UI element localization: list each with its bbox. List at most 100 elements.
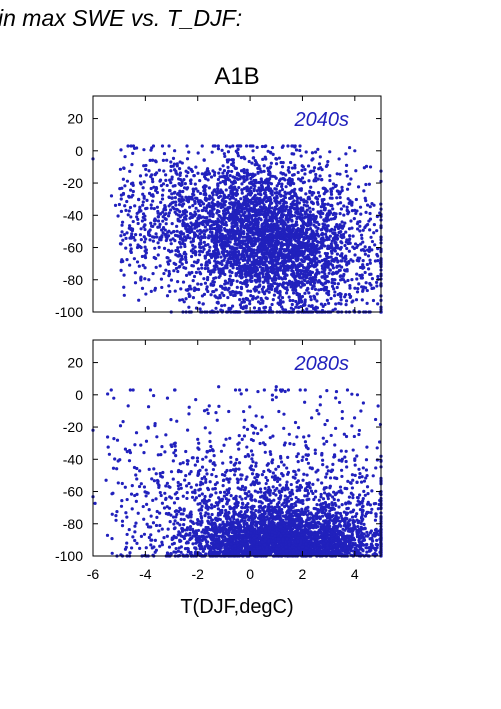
scatter-point bbox=[263, 155, 267, 159]
scatter-point bbox=[254, 238, 259, 242]
scatter-point bbox=[237, 447, 241, 451]
scatter-point bbox=[259, 193, 263, 197]
scatter-point bbox=[252, 243, 256, 247]
scatter-point bbox=[315, 249, 319, 253]
scatter-point bbox=[345, 267, 349, 272]
scatter-point bbox=[107, 452, 111, 456]
scatter-point bbox=[174, 200, 178, 204]
scatter-point bbox=[229, 494, 233, 498]
scatter-point bbox=[169, 238, 173, 242]
scatter-point bbox=[329, 249, 334, 253]
scatter-point bbox=[145, 206, 149, 210]
scatter-point bbox=[312, 169, 316, 173]
scatter-point bbox=[196, 287, 201, 292]
scatter-point bbox=[208, 214, 212, 218]
scatter-point bbox=[316, 147, 320, 151]
scatter-point bbox=[328, 234, 332, 238]
scatter-point bbox=[207, 258, 211, 263]
scatter-point bbox=[353, 253, 357, 257]
scatter-point bbox=[185, 462, 190, 466]
scatter-point bbox=[277, 192, 281, 196]
scatter-point bbox=[154, 232, 158, 236]
scatter-point bbox=[296, 235, 300, 239]
scatter-point bbox=[239, 217, 243, 221]
scatter-point bbox=[332, 238, 336, 242]
scatter-point bbox=[212, 252, 216, 256]
scatter-point bbox=[180, 262, 184, 266]
scatter-point bbox=[306, 257, 310, 261]
scatter-point bbox=[299, 218, 303, 222]
scatter-point bbox=[167, 284, 171, 288]
scatter-point bbox=[209, 204, 213, 208]
scatter-point bbox=[213, 233, 218, 238]
scatter-point bbox=[255, 196, 259, 200]
scatter-point bbox=[326, 236, 330, 240]
scatter-point bbox=[269, 266, 273, 270]
scatter-point bbox=[244, 222, 249, 227]
scatter-point bbox=[214, 288, 218, 292]
scatter-point bbox=[166, 214, 171, 218]
scatter-point bbox=[315, 229, 319, 233]
scatter-point bbox=[142, 164, 146, 168]
scatter-point bbox=[268, 287, 272, 291]
scatter-point bbox=[239, 305, 243, 310]
scatter-point bbox=[350, 424, 354, 428]
scatter-point bbox=[191, 296, 196, 300]
scatter-point bbox=[287, 165, 291, 170]
scatter-point bbox=[282, 281, 286, 285]
scatter-point bbox=[170, 222, 174, 226]
scatter-point bbox=[231, 219, 235, 224]
scatter-point bbox=[310, 214, 314, 218]
scatter-point bbox=[252, 156, 256, 160]
scatter-point bbox=[234, 259, 238, 264]
scatter-point bbox=[143, 223, 147, 227]
scatter-point bbox=[301, 227, 305, 231]
scatter-point bbox=[151, 193, 155, 197]
scatter-point bbox=[163, 216, 167, 221]
scatter-point bbox=[277, 201, 281, 205]
scatter-point bbox=[317, 278, 321, 283]
scatter-point bbox=[308, 248, 312, 252]
scatter-point bbox=[264, 296, 268, 300]
scatter-point bbox=[366, 254, 371, 258]
scatter-point bbox=[251, 149, 255, 153]
scatter-point bbox=[371, 298, 376, 303]
scatter-point bbox=[122, 233, 127, 237]
scatter-point bbox=[118, 242, 123, 246]
scatter-point bbox=[315, 197, 320, 201]
scatter-point bbox=[120, 230, 124, 234]
scatter-point bbox=[213, 144, 217, 148]
scatter-point bbox=[185, 157, 190, 161]
scatter-point bbox=[315, 292, 319, 296]
scatter-point bbox=[329, 187, 333, 191]
scatter-point bbox=[237, 290, 242, 295]
scatter-point bbox=[133, 271, 137, 275]
scatter-point bbox=[196, 171, 200, 175]
scatter-point bbox=[155, 205, 159, 209]
scatter-point bbox=[228, 250, 232, 254]
scatter-point bbox=[235, 188, 239, 192]
scatter-point bbox=[116, 214, 120, 218]
scatter-point bbox=[352, 217, 356, 221]
scatter-point bbox=[171, 230, 176, 234]
scatter-point bbox=[345, 238, 349, 242]
scatter-point bbox=[354, 169, 358, 173]
scatter-point bbox=[120, 223, 124, 227]
scatter-point bbox=[181, 224, 185, 228]
scatter-point bbox=[275, 217, 279, 221]
scatter-point bbox=[250, 260, 254, 264]
scatter-point bbox=[244, 144, 249, 148]
scatter-point bbox=[250, 279, 254, 283]
scatter-point bbox=[305, 228, 309, 232]
scatter-point bbox=[203, 235, 207, 239]
scatter-point bbox=[362, 166, 366, 170]
scatter-point bbox=[175, 162, 179, 166]
scatter-point bbox=[339, 207, 343, 211]
scatter-point bbox=[202, 186, 207, 191]
scatter-point bbox=[343, 255, 347, 259]
scatter-point bbox=[314, 220, 318, 224]
scatter-point bbox=[262, 292, 267, 296]
scatter-point bbox=[221, 218, 225, 222]
scatter-point bbox=[335, 252, 340, 256]
scatter-point bbox=[285, 253, 289, 257]
